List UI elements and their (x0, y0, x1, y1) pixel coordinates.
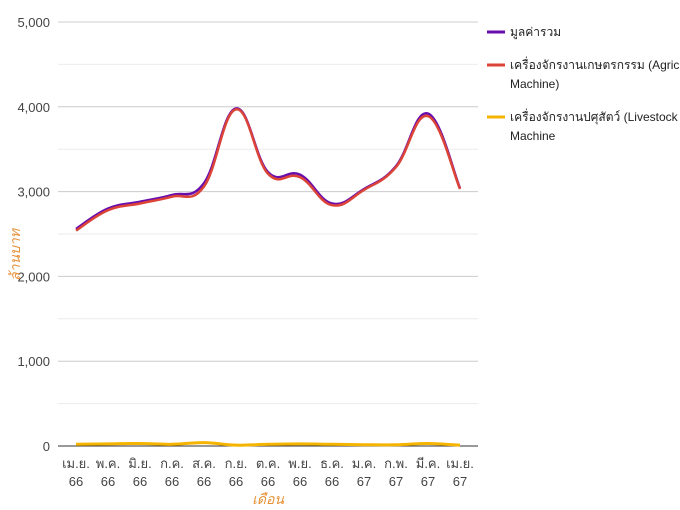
x-axis-title: เดือน (252, 492, 284, 508)
x-tick-label: พ.ค. 66 (96, 456, 121, 489)
x-tick-label: เม.ย. 67 (446, 456, 474, 489)
y-tick-label: 0 (43, 439, 50, 454)
y-tick-label: 2,000 (17, 269, 50, 284)
y-axis-title: ล้านบาท (8, 227, 24, 281)
x-tick-label: ต.ค. 66 (256, 456, 280, 489)
x-tick-label: มิ.ย. 66 (128, 456, 151, 489)
x-tick-label: ก.ค. 66 (160, 456, 184, 489)
series-lines (75, 107, 462, 447)
series-line-3 (75, 441, 461, 447)
x-tick-label: ม.ค. 67 (352, 456, 377, 489)
x-tick-label: ธ.ค. 66 (320, 456, 344, 489)
x-tick-label: เม.ย. 66 (62, 456, 90, 489)
y-tick-label: 1,000 (17, 354, 50, 369)
x-axis-ticks: เม.ย. 66พ.ค. 66 มิ.ย. 66 ก.ค. 66 ส.ค. 66 ก.ย. 66 ต.… (62, 456, 474, 489)
legend-label: มูลค่ารวม (510, 25, 561, 40)
y-tick-label: 5,000 (17, 15, 50, 30)
x-tick-label: พ.ย. 66 (288, 456, 311, 489)
x-tick-label: ก.ย. 66 (225, 456, 248, 489)
series-line-2 (75, 108, 462, 232)
y-tick-label: 4,000 (17, 100, 50, 115)
x-tick-label: ส.ค. 66 (192, 456, 216, 489)
legend-label: เครื่องจักรงานเกษตรกรรม (AgriculturalMac… (510, 56, 680, 91)
y-tick-label: 3,000 (17, 185, 50, 200)
y-axis-ticks: 0 1,000 2,000 3,000 4,000 5,000 (17, 15, 50, 454)
series-line-1 (75, 107, 462, 230)
legend-label: เครื่องจักรงานปศุสัตว์ (Livestock Machine (510, 108, 679, 143)
x-tick-label: ก.พ. 67 (384, 456, 408, 489)
grid-lines (58, 21, 478, 405)
x-tick-label: มี.ค. 67 (416, 456, 441, 489)
